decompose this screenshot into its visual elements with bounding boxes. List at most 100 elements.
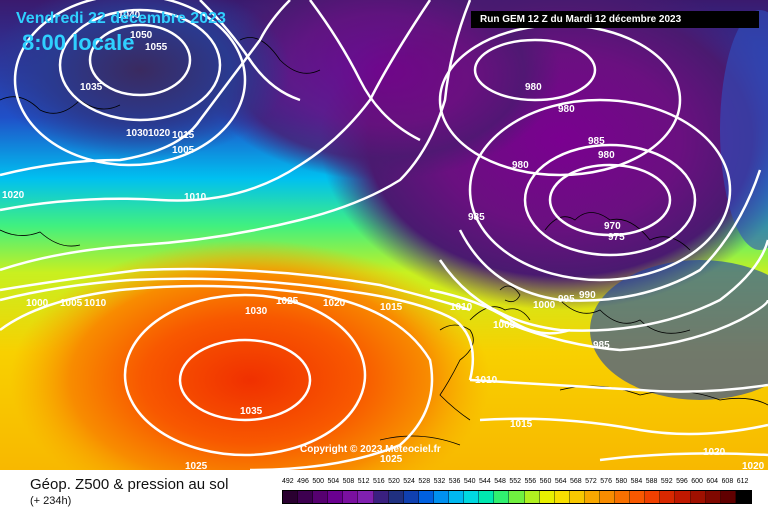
legend-tick-label: 564 bbox=[554, 478, 567, 485]
legend-color-bar bbox=[282, 490, 752, 504]
isobar-1030 bbox=[13, 0, 247, 167]
legend-swatch bbox=[388, 491, 404, 503]
legend-tick-label: 588 bbox=[645, 478, 658, 485]
legend-tick-label: 500 bbox=[312, 478, 324, 485]
legend-swatch bbox=[449, 491, 465, 503]
pressure-label: 1015 bbox=[380, 302, 403, 313]
legend-tick-label: 568 bbox=[569, 478, 582, 485]
coast-britain bbox=[499, 285, 521, 303]
legend-swatch bbox=[464, 491, 480, 503]
isobar-980 bbox=[468, 98, 732, 282]
isobar-1030 bbox=[123, 293, 367, 457]
legend-swatch bbox=[358, 491, 374, 503]
legend-swatch bbox=[675, 491, 691, 503]
legend-swatch bbox=[660, 491, 676, 503]
map-canvas: 1040 1050 1055 1035 1030 1020 1015 1005 … bbox=[0, 0, 768, 470]
pressure-label: 1020 bbox=[703, 447, 726, 458]
coast-central-europe bbox=[559, 299, 691, 334]
legend-swatch bbox=[494, 491, 510, 503]
legend-tick-label: 540 bbox=[463, 478, 476, 485]
legend-swatch bbox=[328, 491, 344, 503]
pressure-labels: 1040 1050 1055 1035 1030 1020 1015 1005 … bbox=[2, 10, 765, 470]
pressure-label: 1040 bbox=[118, 10, 141, 21]
legend-swatch bbox=[569, 491, 585, 503]
legend-swatch bbox=[690, 491, 706, 503]
legend-tick-label: 560 bbox=[539, 478, 552, 485]
pressure-label: 975 bbox=[608, 232, 625, 243]
legend-tick-label: 496 bbox=[297, 478, 309, 485]
legend-swatch bbox=[373, 491, 389, 503]
pressure-map: 1040 1050 1055 1035 1030 1020 1015 1005 … bbox=[0, 0, 768, 470]
legend-swatch bbox=[343, 491, 359, 503]
pressure-label: 1005 bbox=[172, 145, 195, 156]
legend-swatch bbox=[599, 491, 616, 503]
legend-tick-label: 612 bbox=[736, 478, 749, 485]
legend-tick-label: 580 bbox=[615, 478, 628, 485]
legend-tick-label: 600 bbox=[691, 478, 703, 485]
pressure-label: 1000 bbox=[26, 298, 49, 309]
isobar-1050 bbox=[88, 23, 192, 97]
high-pressure-zone bbox=[10, 240, 490, 470]
isobar-980-north bbox=[473, 38, 597, 102]
legend-tick-label: 608 bbox=[721, 478, 734, 485]
pressure-label: 1025 bbox=[276, 296, 299, 307]
map-title: Géop. Z500 & pression au sol bbox=[30, 476, 229, 493]
legend-swatch bbox=[735, 491, 751, 503]
coast-north-america bbox=[0, 96, 121, 114]
isobar-1000-east bbox=[499, 299, 768, 352]
copyright-notice: Copyright © 2023 Meteociel.fr bbox=[300, 444, 441, 455]
legend-tick-label: 584 bbox=[630, 478, 643, 485]
legend-swatch bbox=[630, 491, 646, 503]
legend-tick-label: 536 bbox=[448, 478, 461, 485]
legend-swatch bbox=[539, 491, 555, 503]
isobars bbox=[0, 0, 768, 470]
coast-france bbox=[469, 306, 531, 321]
pressure-label: 1035 bbox=[240, 406, 263, 417]
map-footer: Géop. Z500 & pression au sol (+ 234h) 49… bbox=[0, 470, 768, 512]
pressure-label: 985 bbox=[588, 136, 605, 147]
legend-swatch bbox=[403, 491, 419, 503]
legend-tick-label: 596 bbox=[676, 478, 688, 485]
legend-tick-label: 548 bbox=[494, 478, 506, 485]
pressure-label: 995 bbox=[558, 294, 575, 305]
isobar-trough-a bbox=[308, 0, 421, 142]
isobar-1015-east bbox=[479, 417, 768, 436]
isobar-1000-north bbox=[0, 0, 472, 272]
northwest-zone bbox=[0, 0, 290, 160]
legend-swatch bbox=[615, 491, 631, 503]
isobar-1040 bbox=[58, 8, 222, 122]
pressure-label: 1010 bbox=[475, 375, 498, 386]
legend-swatch bbox=[584, 491, 600, 503]
isobar-1010-north bbox=[0, 0, 432, 212]
isobar-1025 bbox=[0, 284, 434, 470]
pressure-label: 1020 bbox=[742, 461, 765, 470]
legend-tick-label: 504 bbox=[327, 478, 340, 485]
pressure-label: 1055 bbox=[145, 42, 168, 53]
pressure-label: 1000 bbox=[533, 300, 556, 311]
pressure-label: 1025 bbox=[380, 454, 403, 465]
legend-tick-label: 508 bbox=[342, 478, 355, 485]
legend-tick-label: 552 bbox=[509, 478, 522, 485]
pressure-label: 980 bbox=[598, 150, 615, 161]
model-run-info: Run GEM 12 Z du Mardi 12 décembre 2023 bbox=[471, 11, 759, 28]
legend-tick-label: 528 bbox=[418, 478, 431, 485]
pressure-label: 1005 bbox=[493, 320, 516, 331]
isobar-995 bbox=[438, 239, 768, 332]
coast-newfoundland bbox=[0, 229, 81, 247]
legend-swatch bbox=[479, 491, 495, 503]
legend-tick-label: 572 bbox=[585, 478, 597, 485]
pressure-label: 985 bbox=[593, 340, 610, 351]
isobar-1010-south bbox=[429, 288, 571, 335]
pressure-label: 1035 bbox=[80, 82, 103, 93]
legend-tick-label: 576 bbox=[600, 478, 612, 485]
pressure-label: 970 bbox=[604, 221, 621, 232]
isobar-1010-east bbox=[469, 378, 768, 393]
pressure-label: 1010 bbox=[184, 192, 207, 203]
legend-tick-label: 532 bbox=[433, 478, 446, 485]
pressure-label: 1020 bbox=[148, 128, 171, 139]
pressure-label: 980 bbox=[525, 82, 542, 93]
legend-tick-label: 512 bbox=[357, 478, 370, 485]
pressure-label: 1005 bbox=[60, 298, 83, 309]
legend-swatch bbox=[509, 491, 525, 503]
legend-swatch bbox=[418, 491, 434, 503]
